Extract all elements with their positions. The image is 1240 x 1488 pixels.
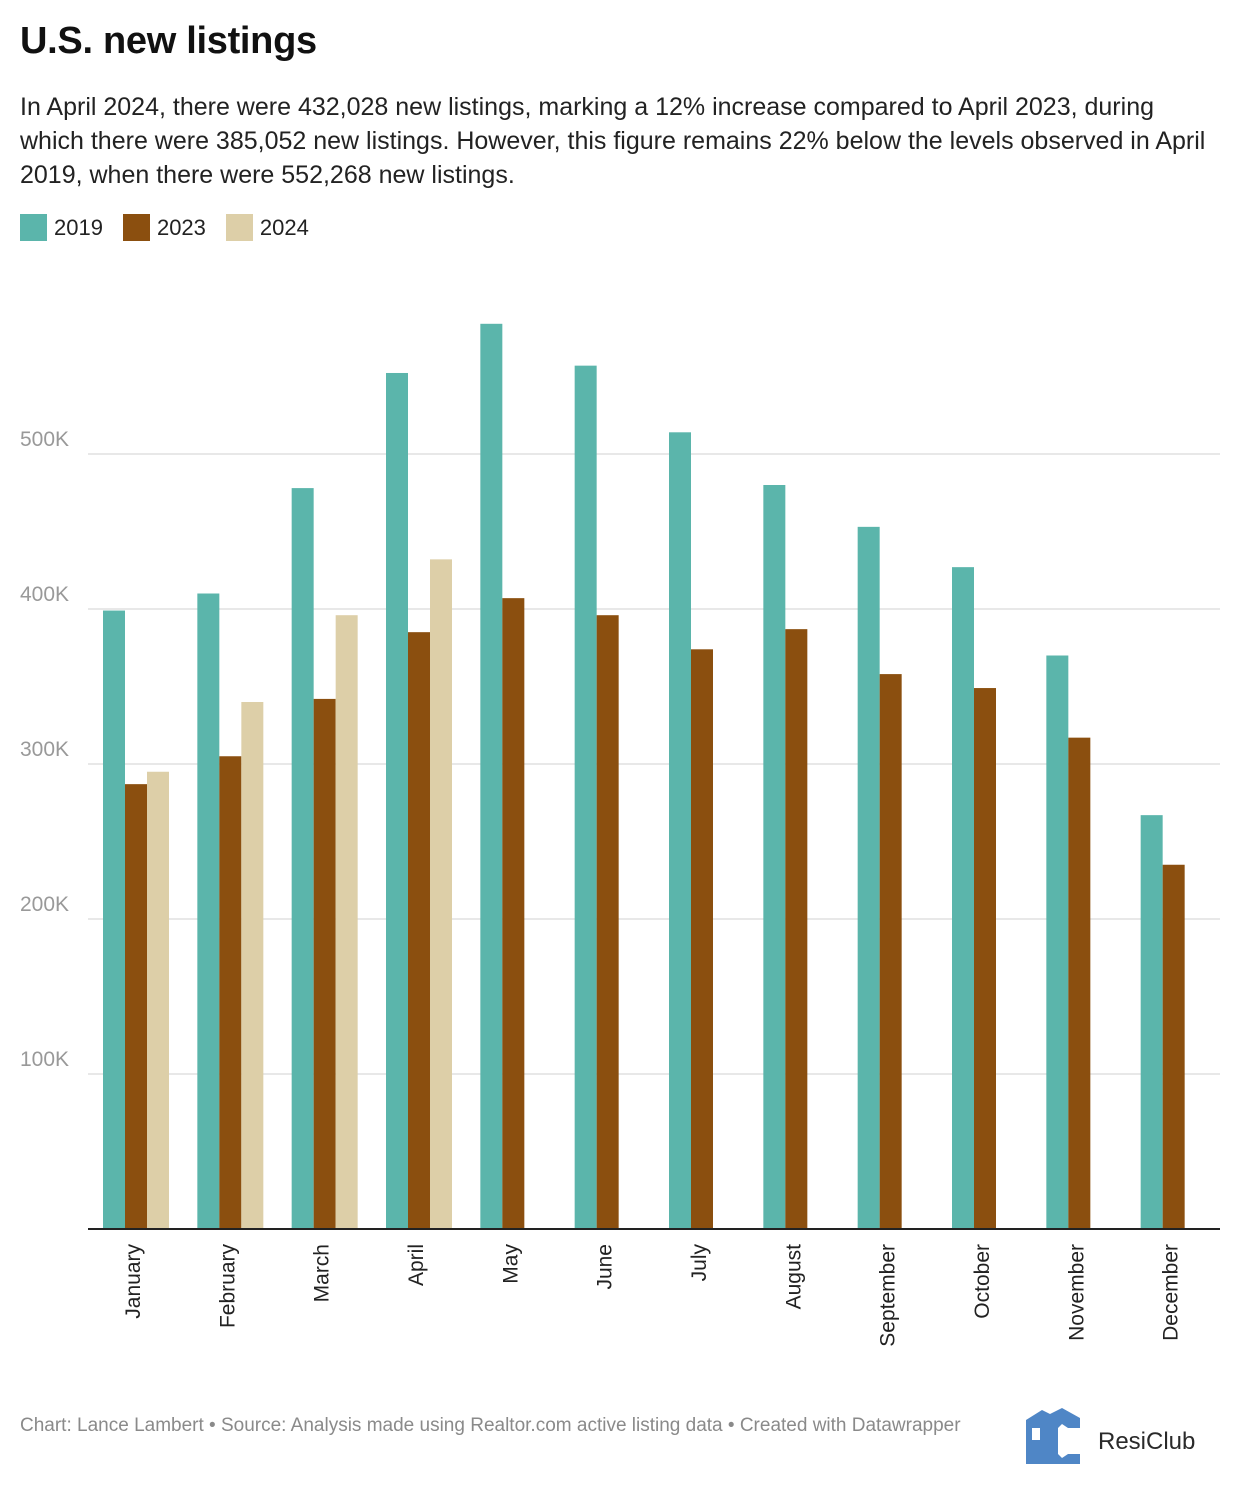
- legend-item-2019: 2019: [20, 214, 103, 241]
- x-tick-label-february: February: [216, 1244, 239, 1329]
- bar-2024-april: [430, 559, 452, 1229]
- legend-swatch-2024: [225, 214, 253, 241]
- x-tick-label-november: November: [1065, 1244, 1088, 1341]
- legend-label-2019: 2019: [54, 214, 103, 240]
- x-tick-label-december: December: [1160, 1244, 1183, 1341]
- bar-2019-june: [574, 365, 597, 1229]
- bar-2023-november: [1068, 737, 1091, 1229]
- bar-2019-november: [1046, 655, 1069, 1229]
- bar-2019-march: [291, 488, 314, 1230]
- x-tick-label-september: September: [877, 1244, 900, 1347]
- legend-swatch-2019: [20, 214, 47, 241]
- x-tick-label-january: January: [122, 1244, 145, 1319]
- footer-credits: Chart: Lance Lambert • Source: Analysis …: [20, 1415, 961, 1436]
- x-tick-label-june: June: [594, 1244, 617, 1290]
- legend-label-2024: 2024: [259, 214, 309, 240]
- resiclub-logo-icon: [1026, 1408, 1080, 1464]
- x-tick-label-august: August: [782, 1244, 805, 1310]
- bar-2023-december: [1162, 864, 1185, 1229]
- legend: 2019 2023 2024: [20, 214, 329, 241]
- bar-2019-july: [669, 432, 691, 1229]
- legend-item-2023: 2023: [122, 214, 206, 241]
- x-tick-label-october: October: [971, 1244, 994, 1319]
- y-tick-label: 500K: [20, 428, 69, 451]
- bar-2024-march: [335, 615, 358, 1229]
- bar-2023-september: [879, 674, 902, 1229]
- bar-2023-august: [785, 629, 808, 1229]
- bar-2024-january: [147, 771, 169, 1229]
- resiclub-logo-text: ResiClub: [1098, 1428, 1196, 1455]
- chart-title: U.S. new listings: [20, 20, 317, 62]
- bar-2023-may: [502, 598, 525, 1229]
- bar-2023-march: [313, 698, 336, 1229]
- bar-2019-april: [386, 372, 408, 1229]
- resiclub-logo: ResiClub: [1024, 1406, 1224, 1466]
- bar-2023-january: [125, 784, 147, 1229]
- bar-2023-april: [408, 632, 430, 1229]
- x-tick-label-march: March: [311, 1244, 334, 1302]
- bar-2023-october: [974, 688, 996, 1229]
- bar-2023-july: [691, 649, 713, 1229]
- y-tick-label: 300K: [20, 738, 69, 761]
- chart-subtitle: In April 2024, there were 432,028 new li…: [20, 93, 1206, 189]
- x-tick-label-may: May: [499, 1244, 522, 1284]
- legend-swatch-2023: [122, 214, 150, 241]
- bar-2019-august: [763, 485, 786, 1229]
- bar-2019-may: [480, 323, 503, 1229]
- bar-2019-october: [952, 567, 974, 1229]
- legend-label-2023: 2023: [156, 214, 206, 240]
- bar-2019-december: [1140, 815, 1163, 1229]
- y-tick-label: 200K: [20, 893, 69, 916]
- bar-2019-september: [857, 526, 880, 1229]
- bar-2023-february: [219, 756, 242, 1229]
- y-tick-label: 400K: [20, 583, 69, 606]
- x-tick-label-april: April: [405, 1244, 428, 1286]
- bar-2023-june: [596, 615, 619, 1229]
- x-tick-label-july: July: [688, 1244, 711, 1282]
- bar-2019-february: [197, 593, 220, 1229]
- bar-chart: 100K 200K 300K 400K 500K January February March…: [20, 323, 1220, 1347]
- bar-2019-january: [103, 610, 125, 1229]
- y-tick-label: 100K: [20, 1048, 69, 1071]
- legend-item-2024: 2024: [225, 214, 309, 241]
- bar-2024-february: [241, 702, 264, 1229]
